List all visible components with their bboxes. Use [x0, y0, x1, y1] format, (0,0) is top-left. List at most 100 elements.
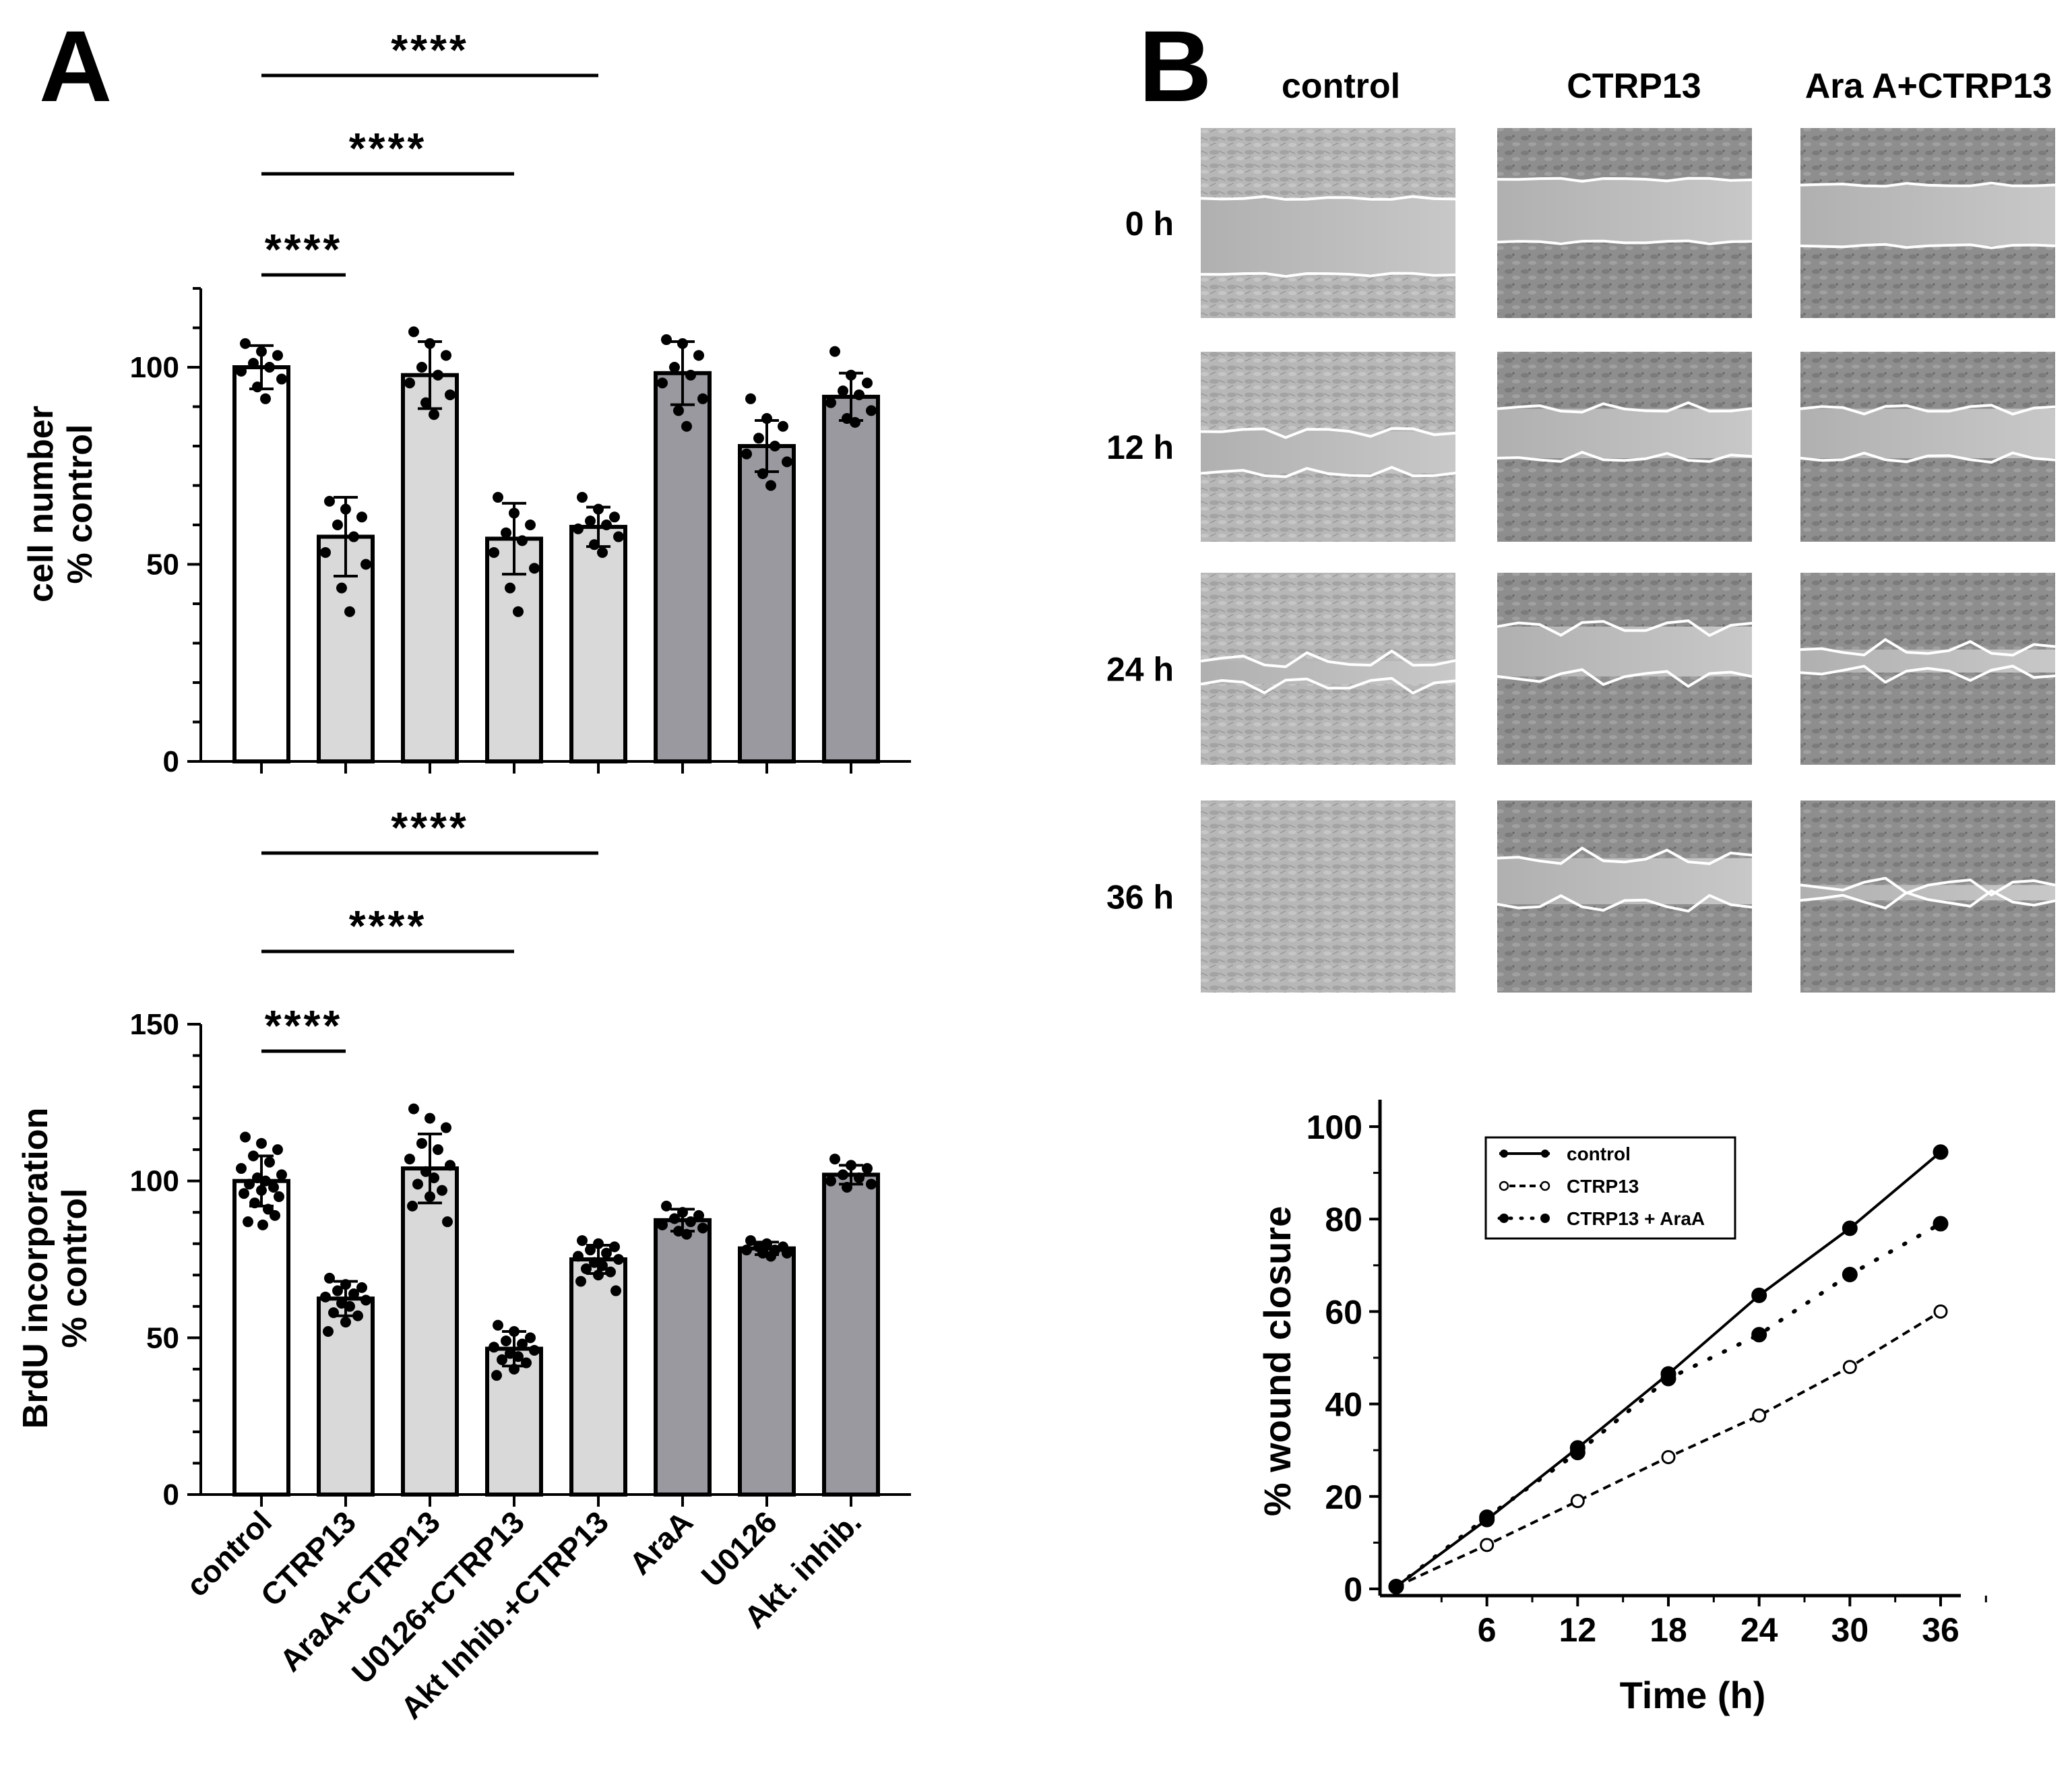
- data-point: [489, 1342, 499, 1353]
- row-header: 24 h: [1106, 651, 1174, 689]
- sig-stars: ****: [349, 124, 427, 172]
- data-point: [501, 527, 511, 538]
- data-point: [577, 492, 588, 503]
- data-point: [829, 346, 840, 357]
- wound-edge-bottom: [1497, 893, 1753, 913]
- series-point: [1660, 1371, 1676, 1387]
- data-point: [336, 1298, 347, 1309]
- y-tick-label: 50: [146, 548, 179, 582]
- y-tick-label: 20: [1325, 1478, 1362, 1516]
- data-point: [256, 1185, 267, 1196]
- data-point: [257, 1219, 268, 1230]
- legend-label-ctrp13: CTRP13: [1567, 1176, 1639, 1197]
- bar: [654, 1218, 712, 1497]
- data-point: [328, 1307, 339, 1319]
- wound-edge-top: [1200, 649, 1456, 668]
- data-point: [264, 1156, 275, 1168]
- sig-stars: ****: [265, 1001, 343, 1050]
- column-header: Ara A+CTRP13: [1805, 67, 2052, 106]
- data-point: [657, 1219, 668, 1230]
- data-point: [429, 1172, 439, 1184]
- bar: [232, 365, 290, 763]
- data-point: [239, 1188, 249, 1199]
- y-tick-label: 150: [130, 1008, 179, 1041]
- data-point: [521, 1357, 532, 1369]
- series-point: [1569, 1445, 1586, 1461]
- bar: [738, 444, 796, 763]
- data-point: [332, 520, 343, 530]
- data-point: [745, 1235, 756, 1247]
- bar-group-u0126: [738, 1235, 796, 1497]
- data-point: [272, 1144, 283, 1156]
- y-tick-label: 80: [1325, 1201, 1362, 1238]
- data-point: [782, 456, 792, 468]
- data-point: [517, 535, 528, 546]
- category-labels: controlCTRP13AraA+CTRP13U0126+CTRP13Akt …: [179, 1504, 868, 1726]
- row-header: 36 h: [1106, 879, 1174, 916]
- data-point: [589, 1257, 600, 1268]
- data-point: [344, 1300, 355, 1312]
- data-point: [517, 1338, 528, 1350]
- y-tick-label: 60: [1325, 1293, 1362, 1331]
- series-point: [1479, 1509, 1495, 1526]
- y-axis-title-line2: % control: [55, 1189, 94, 1348]
- data-point: [589, 539, 600, 551]
- data-point: [597, 1260, 608, 1272]
- wound-gap: [1800, 408, 2055, 458]
- data-point: [850, 416, 860, 428]
- bar-group-akt-inhib-ctrp13: [569, 1235, 627, 1497]
- y-axis-title-line1: BrdU incorporation: [16, 1108, 55, 1429]
- data-point: [240, 338, 251, 349]
- data-point: [425, 1191, 435, 1202]
- data-point: [348, 531, 359, 542]
- data-point: [765, 480, 776, 491]
- column-header: CTRP13: [1567, 67, 1701, 106]
- bar-group-araa-ctrp13: [401, 326, 459, 763]
- data-point: [276, 1169, 287, 1181]
- data-point: [249, 1197, 260, 1209]
- data-point: [770, 441, 780, 451]
- data-point: [693, 350, 704, 361]
- sig-stars: ****: [349, 902, 427, 950]
- data-point: [348, 1288, 359, 1300]
- sig-stars: ****: [265, 225, 343, 274]
- legend-marker-ctrp13-2: [1540, 1181, 1550, 1191]
- data-point: [529, 1344, 540, 1356]
- micrograph: [1800, 801, 2056, 993]
- data-point: [846, 369, 856, 381]
- bar-group-ctrp13: [317, 495, 375, 763]
- y-tick-label: 0: [163, 1478, 179, 1511]
- data-point: [416, 362, 427, 373]
- data-point: [573, 1251, 584, 1262]
- data-point: [741, 448, 752, 460]
- data-point: [437, 1185, 447, 1196]
- data-point: [360, 1294, 371, 1306]
- data-point: [829, 1154, 840, 1165]
- legend-marker-control: [1500, 1150, 1508, 1158]
- data-point: [408, 326, 419, 338]
- legend-marker-ctrp13-araa-2: [1540, 1214, 1550, 1223]
- data-point: [236, 1163, 247, 1174]
- data-point: [356, 1282, 367, 1293]
- cell-number-chart: **** **** **** 0 50 100 cell number % contro…: [22, 26, 911, 778]
- series-point: [1752, 1408, 1767, 1423]
- y-axis-title-line1: cell number: [22, 406, 61, 602]
- data-point: [529, 563, 540, 574]
- data-point: [838, 385, 848, 397]
- legend-label-control: control: [1567, 1143, 1631, 1164]
- bar: [654, 371, 712, 763]
- data-point: [677, 338, 688, 349]
- bar: [738, 1246, 796, 1497]
- data-point: [761, 413, 772, 425]
- data-point: [597, 546, 608, 558]
- data-point: [697, 1222, 708, 1234]
- data-point: [505, 582, 515, 594]
- data-point: [493, 1319, 503, 1331]
- data-point: [669, 1213, 680, 1224]
- micrograph: [1200, 573, 1456, 765]
- category-label: AraA: [623, 1504, 700, 1581]
- series-line: [1395, 1310, 1942, 1588]
- bar-group-u0126: [738, 393, 796, 763]
- y-tick-label: 100: [130, 351, 179, 384]
- data-point: [344, 606, 355, 617]
